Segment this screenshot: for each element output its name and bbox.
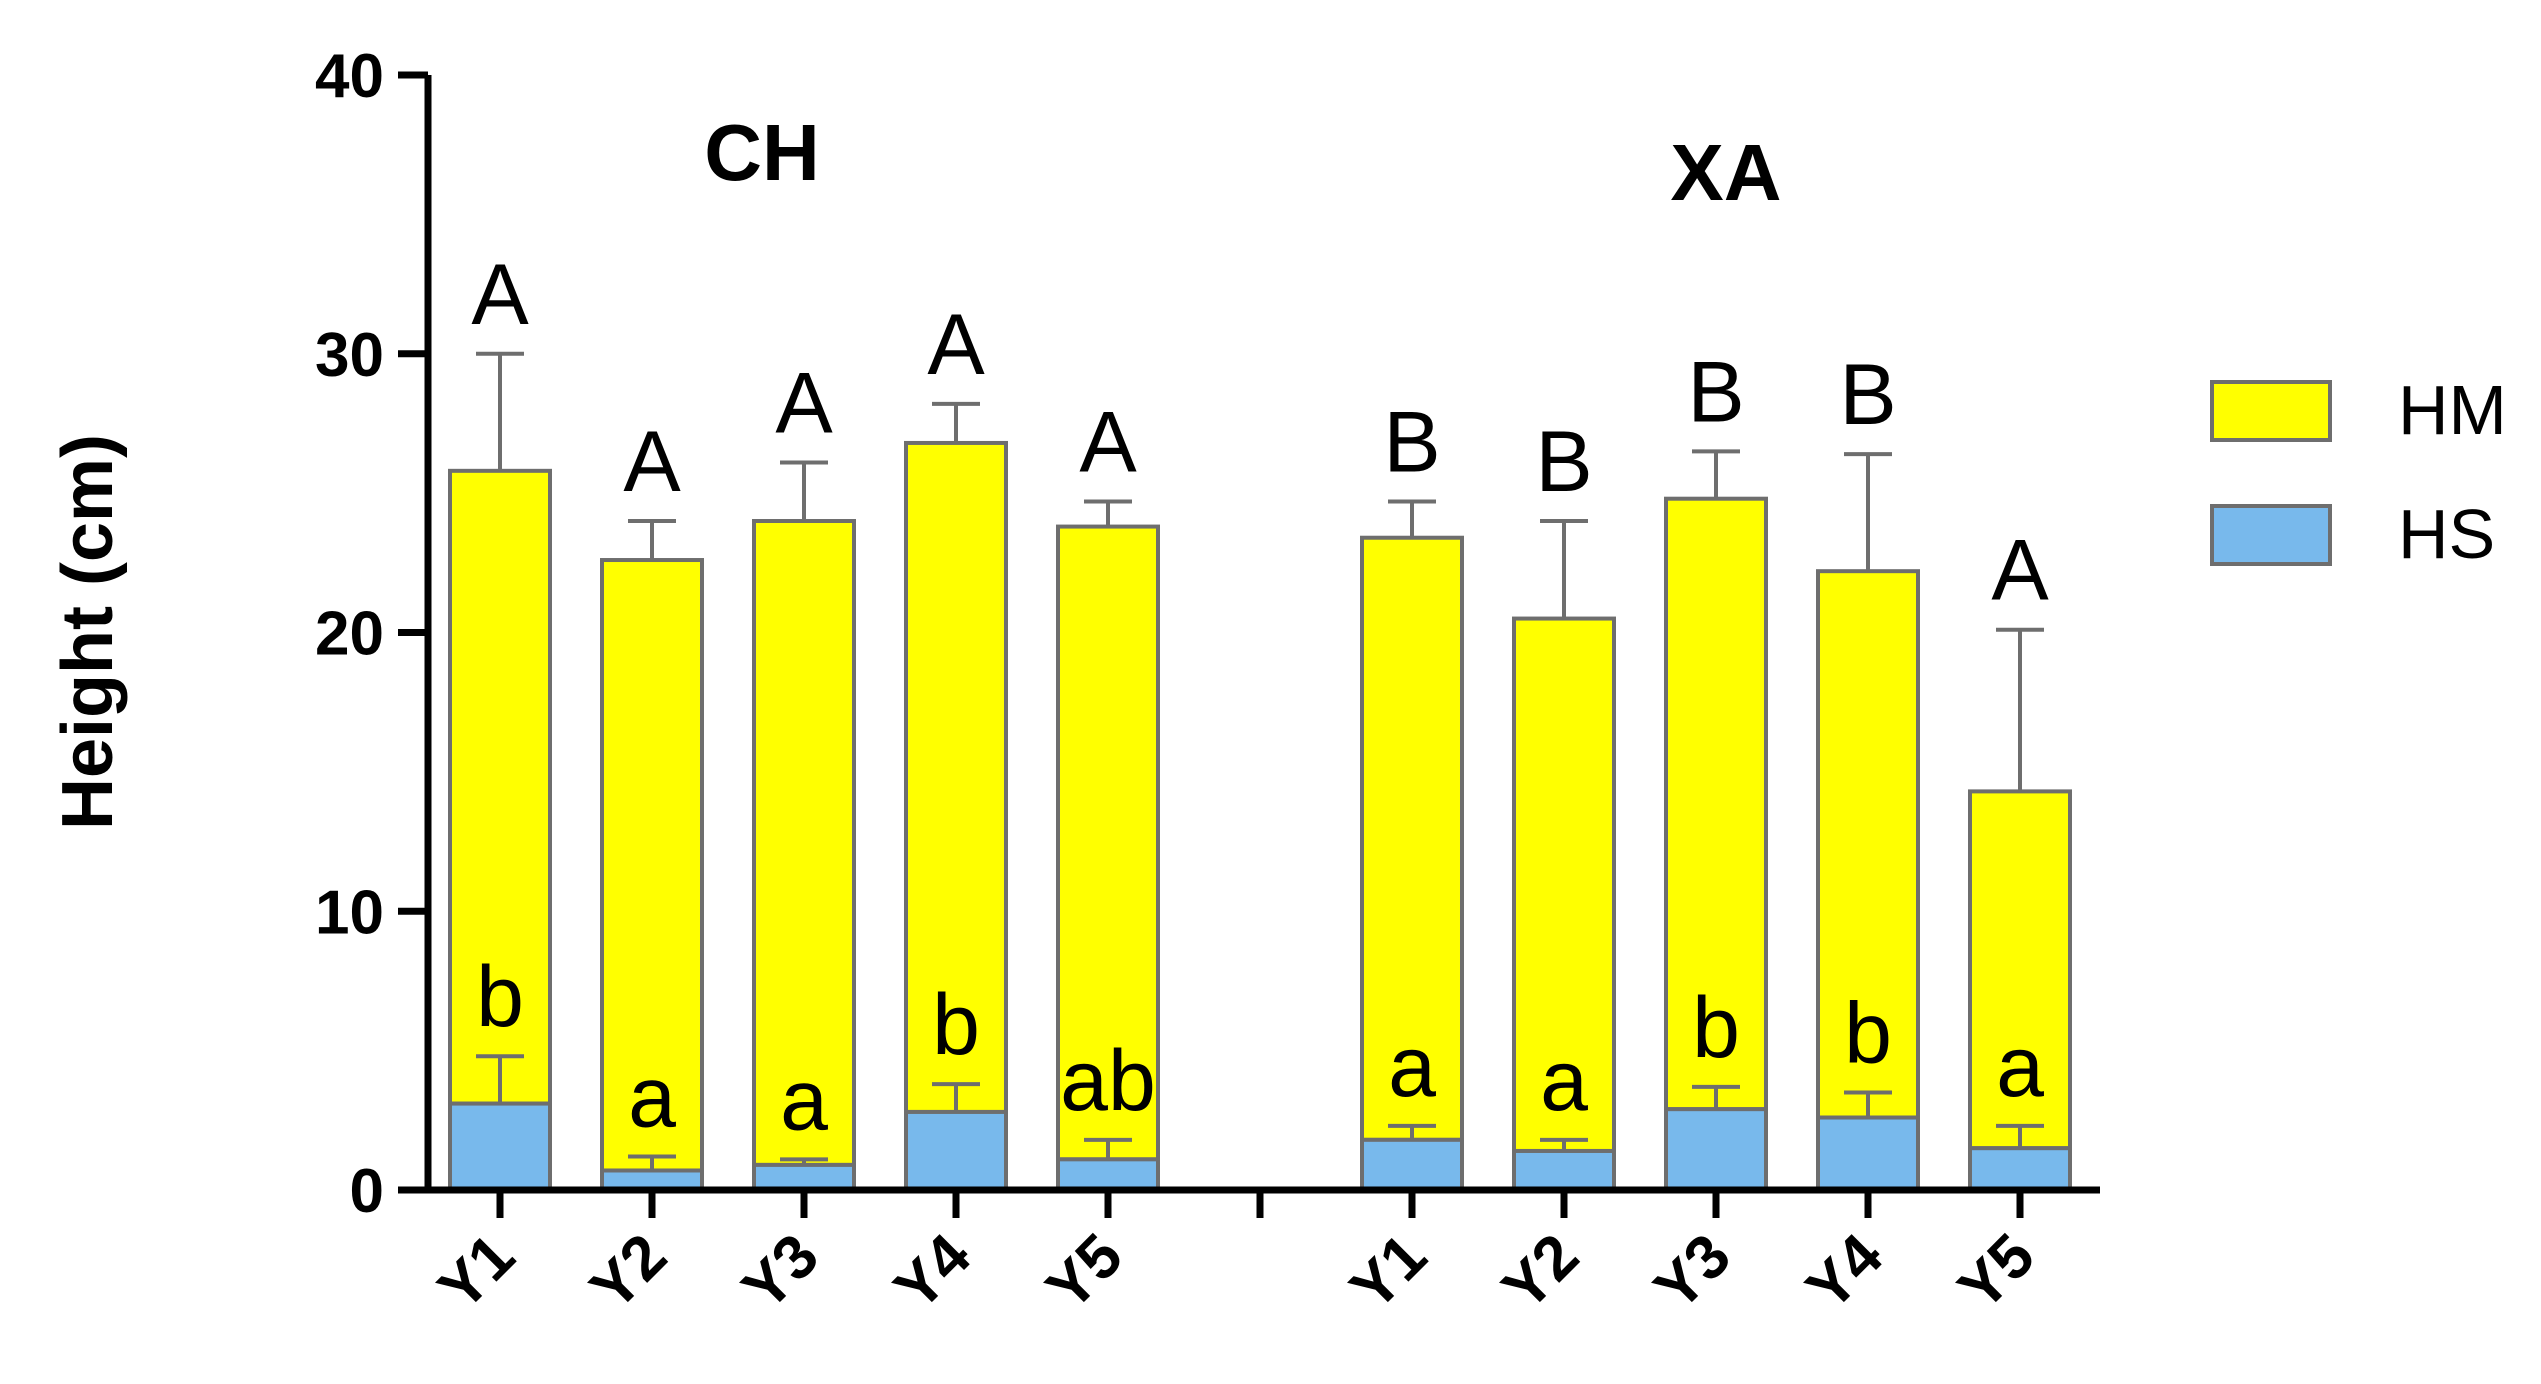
significance-letter-upper: A	[623, 414, 681, 510]
legend-label-hm: HM	[2398, 371, 2507, 449]
bar-hm	[752, 519, 856, 1167]
y-tick-label: 30	[315, 321, 384, 390]
legend: HM HS	[2210, 371, 2507, 573]
bars-layer	[448, 440, 2072, 1193]
significance-letter-upper: A	[775, 355, 833, 451]
significance-letter-lower: b	[476, 949, 524, 1045]
bar-hs	[448, 1101, 552, 1193]
axes-layer	[398, 71, 2100, 1218]
x-tick-label: Y4	[1793, 1221, 1896, 1324]
significance-letter-upper: A	[1079, 394, 1137, 490]
x-tick-label: Y4	[881, 1221, 984, 1324]
y-tick-label: 40	[315, 42, 384, 111]
group-title-ch: CH	[704, 108, 820, 197]
x-tick-label: Y2	[577, 1221, 679, 1323]
bar-hm	[600, 558, 704, 1173]
bar-hs	[904, 1109, 1008, 1192]
significance-letter-lower: a	[1388, 1019, 1436, 1115]
bar-hm	[1816, 569, 1920, 1120]
group-title-xa: XA	[1670, 128, 1781, 217]
y-tick-label: 10	[315, 878, 384, 947]
bar-hs	[1664, 1107, 1768, 1192]
significance-letter-upper: B	[1839, 347, 1896, 443]
significance-letter-lower: a	[1996, 1019, 2044, 1115]
significance-letter-lower: b	[932, 977, 980, 1073]
bar-hs	[1360, 1137, 1464, 1192]
significance-letter-lower: a	[780, 1052, 828, 1148]
y-axis-title: Height (cm)	[48, 434, 128, 830]
x-tick-label: Y3	[1641, 1221, 1743, 1323]
significance-letter-upper: B	[1383, 394, 1440, 490]
x-tick-label: Y2	[1489, 1221, 1591, 1323]
bar-hs	[1968, 1146, 2072, 1192]
x-tick-label: Y1	[1337, 1221, 1439, 1323]
significance-letter-upper: B	[1535, 414, 1592, 510]
significance-letter-upper: A	[471, 247, 529, 343]
significance-letter-lower: a	[628, 1050, 676, 1146]
x-tick-label: Y5	[1033, 1221, 1135, 1323]
legend-swatch-hs	[2210, 504, 2332, 566]
bar-hs	[752, 1162, 856, 1192]
bar-hm	[1664, 496, 1768, 1112]
legend-label-hs: HS	[2398, 495, 2495, 573]
significance-letter-lower: b	[1692, 980, 1740, 1076]
significance-letter-upper: B	[1687, 344, 1744, 440]
significance-letter-lower: a	[1540, 1033, 1588, 1129]
significance-letter-lower: ab	[1060, 1033, 1156, 1129]
bar-hs	[1056, 1157, 1160, 1193]
bar-hs	[1816, 1115, 1920, 1193]
y-tick-label: 0	[350, 1157, 384, 1226]
x-tick-label: Y3	[729, 1221, 831, 1323]
bar-hm	[1512, 616, 1616, 1153]
bar-hs	[1512, 1148, 1616, 1192]
significance-letter-upper: A	[1991, 523, 2049, 619]
legend-swatch-hm	[2210, 380, 2332, 442]
significance-letter-upper: A	[927, 297, 985, 393]
error-bars-layer	[476, 351, 2044, 1171]
y-tick-label: 20	[315, 600, 384, 669]
x-tick-label: Y1	[425, 1221, 527, 1323]
x-tick-label: Y5	[1945, 1221, 2047, 1323]
bar-hm	[448, 468, 552, 1106]
significance-letter-lower: b	[1844, 985, 1892, 1081]
